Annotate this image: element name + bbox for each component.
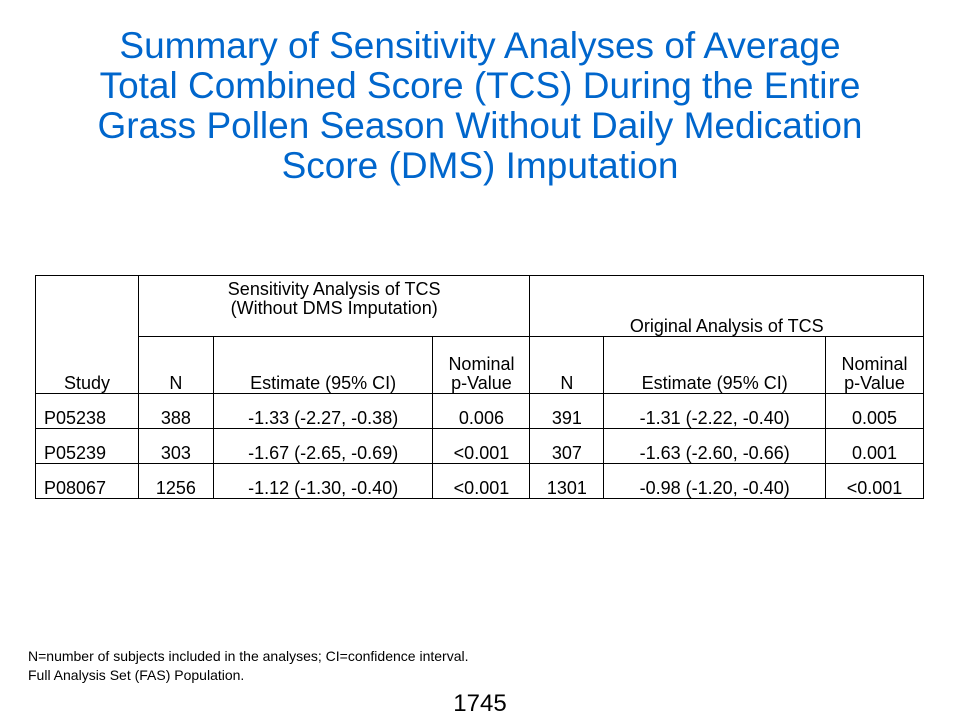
sensitivity-header-line-2: (Without DMS Imputation) xyxy=(230,298,438,318)
orig-p-header-line-2: p-Value xyxy=(844,373,905,393)
orig-estimate-cell: -0.98 (-1.20, -0.40) xyxy=(603,463,826,499)
original-analysis-header: Original Analysis of TCS xyxy=(529,275,924,337)
table-row: P05238 388 -1.33 (-2.27, -0.38) 0.006 39… xyxy=(35,393,924,429)
title-line-2: Total Combined Score (TCS) During the En… xyxy=(99,65,861,106)
orig-n-header: N xyxy=(529,336,605,394)
orig-n-cell: 391 xyxy=(529,393,605,429)
sens-estimate-cell: -1.33 (-2.27, -0.38) xyxy=(212,393,434,429)
study-cell: P05239 xyxy=(35,428,139,464)
orig-p-value-cell: 0.001 xyxy=(825,428,924,464)
footnote-line-1: N=number of subjects included in the ana… xyxy=(28,648,469,664)
sens-n-cell: 303 xyxy=(137,428,214,464)
sens-n-header: N xyxy=(137,336,214,394)
sensitivity-header-line-1: Sensitivity Analysis of TCS xyxy=(227,279,441,299)
study-column-header: Study xyxy=(35,275,139,394)
results-table: Study Sensitivity Analysis of TCS (Witho… xyxy=(35,275,924,499)
title-line-1: Summary of Sensitivity Analyses of Avera… xyxy=(119,25,841,66)
orig-p-value-cell: 0.005 xyxy=(825,393,924,429)
footnote: N=number of subjects included in the ana… xyxy=(28,647,468,685)
sens-n-cell: 388 xyxy=(137,393,214,429)
orig-n-cell: 1301 xyxy=(529,463,605,499)
sens-p-value-cell: <0.001 xyxy=(432,463,531,499)
title-line-4: Score (DMS) Imputation xyxy=(281,145,679,186)
orig-p-value-cell: <0.001 xyxy=(825,463,924,499)
sens-estimate-header: Estimate (95% CI) xyxy=(212,336,434,394)
sens-estimate-cell: -1.12 (-1.30, -0.40) xyxy=(212,463,434,499)
sens-p-header-line-1: Nominal xyxy=(448,354,515,374)
orig-p-value-header: Nominal p-Value xyxy=(825,336,924,394)
orig-p-header-line-1: Nominal xyxy=(841,354,908,374)
sens-p-value-cell: 0.006 xyxy=(432,393,531,429)
sens-n-cell: 1256 xyxy=(137,463,214,499)
sens-p-header-line-2: p-Value xyxy=(451,373,512,393)
study-cell: P08067 xyxy=(35,463,139,499)
orig-estimate-cell: -1.31 (-2.22, -0.40) xyxy=(603,393,826,429)
study-cell: P05238 xyxy=(35,393,139,429)
sens-p-value-cell: <0.001 xyxy=(432,428,531,464)
page-number: 1745 xyxy=(453,690,507,717)
footnote-line-2: Full Analysis Set (FAS) Population. xyxy=(28,667,245,683)
table-row: P08067 1256 -1.12 (-1.30, -0.40) <0.001 … xyxy=(35,463,924,499)
orig-estimate-cell: -1.63 (-2.60, -0.66) xyxy=(603,428,826,464)
sens-p-value-header: Nominal p-Value xyxy=(432,336,531,394)
sensitivity-analysis-header: Sensitivity Analysis of TCS (Without DMS… xyxy=(137,275,531,337)
sens-estimate-cell: -1.67 (-2.65, -0.69) xyxy=(212,428,434,464)
orig-estimate-header: Estimate (95% CI) xyxy=(603,336,826,394)
table-row: P05239 303 -1.67 (-2.65, -0.69) <0.001 3… xyxy=(35,428,924,464)
title-line-3: Grass Pollen Season Without Daily Medica… xyxy=(97,105,863,146)
orig-n-cell: 307 xyxy=(529,428,605,464)
slide-title: Summary of Sensitivity Analyses of Avera… xyxy=(20,26,940,186)
